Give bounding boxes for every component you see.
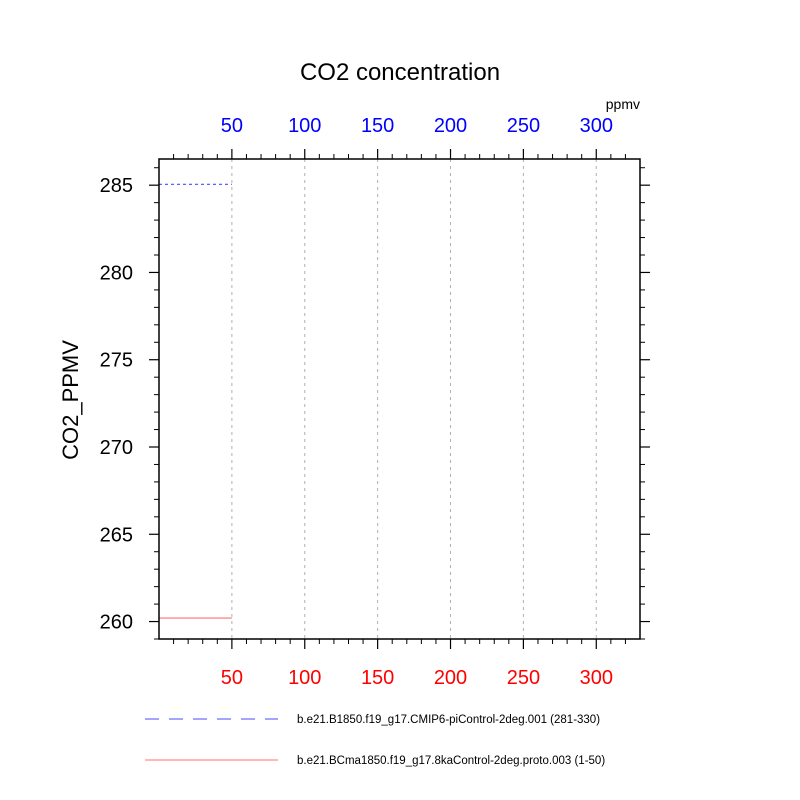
- x-tick-label-top: 300: [580, 115, 613, 137]
- plot-frame: [158, 158, 641, 640]
- legend-label-1: b.e21.B1850.f19_g17.CMIP6-piControl-2deg…: [297, 714, 600, 726]
- ticks-layer: [149, 149, 650, 649]
- y-tick-label: 265: [100, 524, 133, 546]
- y-tick-label: 260: [100, 612, 133, 634]
- grid-layer: [231, 159, 597, 639]
- labels-layer: 50 50 100 100 150 150 200 200 250 250 300 300 260 265…: [100, 115, 613, 689]
- chart-title: CO2 concentration: [300, 59, 500, 86]
- x-tick-label-top: 200: [434, 115, 467, 137]
- y-tick-label: 275: [100, 350, 133, 372]
- series-layer: [159, 183, 232, 619]
- x-tick-label-top: 250: [507, 115, 540, 137]
- legend: b.e21.B1850.f19_g17.CMIP6-piControl-2deg…: [145, 714, 605, 767]
- x-tick-label-bottom: 200: [434, 667, 467, 689]
- y-tick-label: 280: [100, 262, 133, 284]
- top-axis-unit: ppmv: [606, 96, 640, 112]
- y-axis-label: CO2_PPMV: [58, 340, 83, 460]
- y-tick-label: 270: [100, 437, 133, 459]
- x-tick-label-bottom: 250: [507, 667, 540, 689]
- y-tick-label: 285: [100, 175, 133, 197]
- x-tick-label-top: 150: [361, 115, 394, 137]
- x-tick-label-bottom: 150: [361, 667, 394, 689]
- x-tick-label-bottom: 100: [288, 667, 321, 689]
- x-tick-label-bottom: 50: [221, 667, 243, 689]
- x-tick-label-top: 50: [221, 115, 243, 137]
- legend-label-2: b.e21.BCma1850.f19_g17.8kaControl-2deg.p…: [297, 755, 605, 767]
- x-tick-label-top: 100: [288, 115, 321, 137]
- x-tick-label-bottom: 300: [580, 667, 613, 689]
